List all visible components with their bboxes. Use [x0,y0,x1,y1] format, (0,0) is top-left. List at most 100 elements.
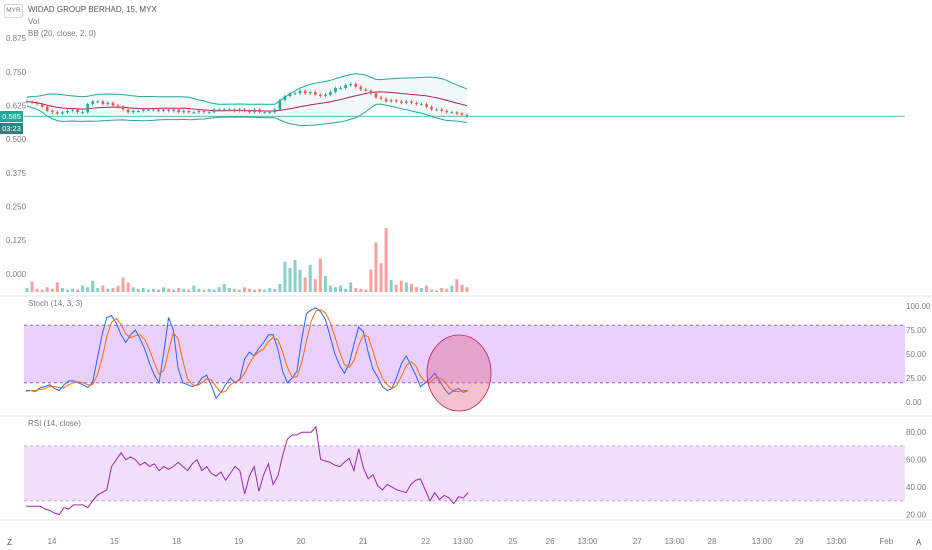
volume-bar[interactable] [253,289,257,292]
symbol-legend[interactable]: WIDAD GROUP BERHAD, 15, MYX [28,5,157,14]
volume-bar[interactable] [131,287,135,292]
candle[interactable] [455,112,459,114]
candle[interactable] [374,93,378,98]
volume-bar[interactable] [30,281,34,292]
candle[interactable] [339,87,342,89]
volume-bar[interactable] [222,284,226,292]
candle[interactable] [56,112,59,114]
volume-bar[interactable] [278,284,282,292]
volume-bar[interactable] [414,287,418,292]
candle[interactable] [308,92,312,94]
candle[interactable] [76,109,79,113]
volume-bar[interactable] [425,285,429,292]
candle[interactable] [217,109,221,111]
candle[interactable] [35,102,39,105]
volume-bar[interactable] [313,279,317,292]
candle[interactable] [273,109,277,113]
candle[interactable] [359,86,363,90]
volume-bar[interactable] [232,288,236,292]
volume-bar[interactable] [323,276,327,292]
volume-bar[interactable] [192,285,196,292]
candle[interactable] [91,101,95,105]
volume-bar[interactable] [359,288,363,292]
volume-bar[interactable] [389,280,393,292]
volume-bar[interactable] [71,288,75,292]
volume-bar[interactable] [86,287,90,292]
volume-bar[interactable] [242,287,246,292]
candle[interactable] [177,109,181,113]
candle[interactable] [192,112,196,114]
volume-bar[interactable] [182,288,186,292]
auto-scale-button[interactable]: A [916,538,922,547]
candle[interactable] [288,93,292,97]
volume-bar[interactable] [419,288,423,292]
candle[interactable] [162,109,165,111]
candle[interactable] [136,110,140,112]
volume-bar[interactable] [177,288,181,292]
volume-bar[interactable] [369,269,373,292]
candle[interactable] [101,101,105,105]
candle[interactable] [238,109,241,111]
candle[interactable] [25,101,29,103]
candle[interactable] [86,104,89,113]
volume-bar[interactable] [116,285,120,292]
highlight-ellipse[interactable] [426,334,492,412]
volume-bar[interactable] [217,287,221,292]
candle[interactable] [131,110,135,113]
candle[interactable] [394,100,398,102]
rsi-legend[interactable]: RSI (14, close) [28,419,81,428]
stoch-legend[interactable]: Stoch (14, 3, 3) [28,299,83,308]
volume-bar[interactable] [283,261,287,292]
volume-bar[interactable] [430,289,434,292]
volume-bar[interactable] [96,288,100,292]
candle[interactable] [233,109,236,111]
volume-bar[interactable] [121,277,125,292]
volume-bar[interactable] [212,289,216,292]
volume-bar[interactable] [273,288,277,292]
volume-bar[interactable] [288,268,292,292]
candle[interactable] [66,110,69,113]
volume-bar[interactable] [404,282,408,292]
candle[interactable] [440,109,444,111]
volume-bar[interactable] [35,288,39,292]
candle[interactable] [121,106,125,110]
volume-bar[interactable] [379,263,383,292]
candle[interactable] [197,110,201,113]
candle[interactable] [283,96,287,101]
candle[interactable] [415,102,418,105]
candle[interactable] [445,110,449,113]
candle[interactable] [384,98,388,102]
volume-bar[interactable] [25,288,29,292]
volume-bar[interactable] [187,289,191,292]
bb-legend[interactable]: BB (20, close, 2, 0) [28,29,97,38]
candle[interactable] [334,87,337,93]
volume-bar[interactable] [460,284,464,292]
volume-bar[interactable] [293,260,297,292]
candle[interactable] [81,112,84,114]
volume-bar[interactable] [136,288,140,292]
candle[interactable] [187,110,191,113]
volume-bar[interactable] [364,289,368,292]
volume-bar[interactable] [308,264,312,292]
candle[interactable] [349,83,352,86]
volume-bar[interactable] [409,284,413,292]
stoch-line[interactable] [25,309,468,393]
candle[interactable] [369,90,373,94]
volume-bar[interactable] [101,285,105,292]
volume-bar[interactable] [111,288,115,292]
candle[interactable] [45,106,49,111]
candle[interactable] [167,109,170,111]
candle[interactable] [364,89,368,91]
candle[interactable] [263,112,267,114]
volume-bar[interactable] [334,287,338,292]
volume-bar[interactable] [263,289,267,292]
candle[interactable] [142,109,145,111]
candle[interactable] [405,101,408,103]
zoom-button[interactable]: Z [7,538,12,547]
candle[interactable] [147,109,150,111]
candle[interactable] [465,114,469,117]
candle[interactable] [344,85,347,88]
candle[interactable] [435,109,438,111]
candle[interactable] [324,94,327,97]
volume-bar[interactable] [50,288,54,292]
